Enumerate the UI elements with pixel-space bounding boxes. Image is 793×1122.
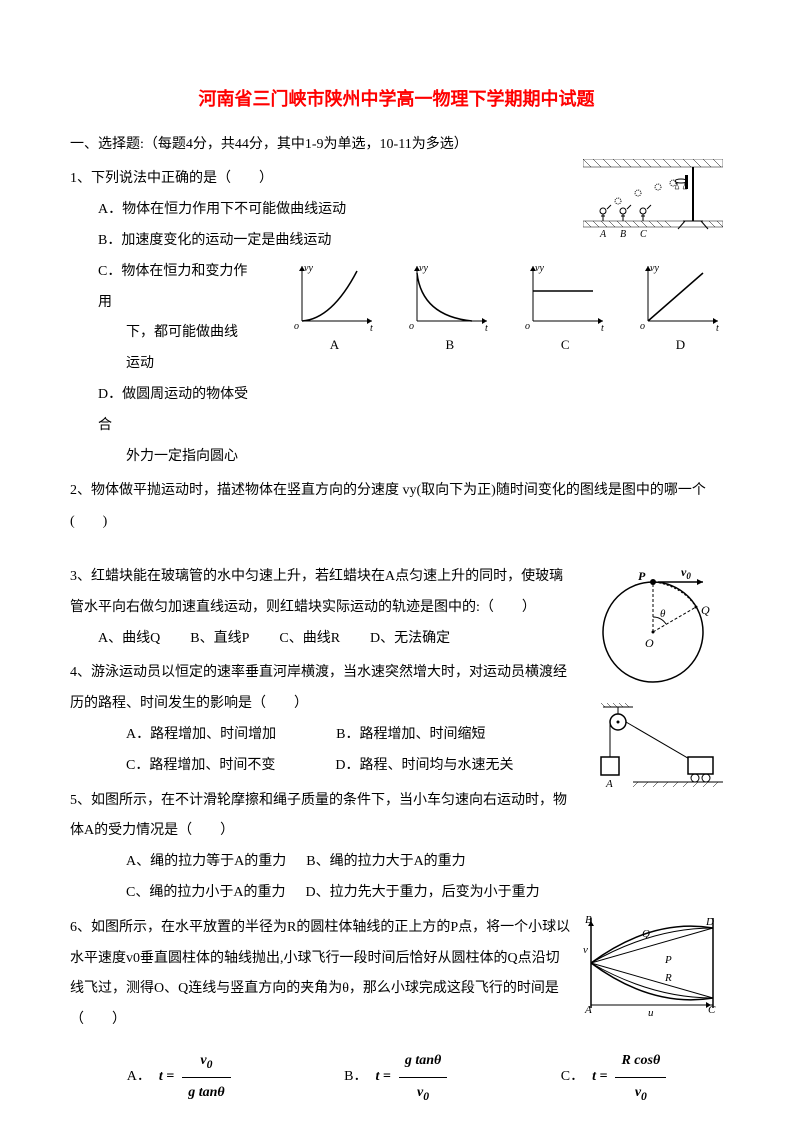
q4-option-b: B．路程增加、时间缩短: [336, 727, 485, 742]
q4-option-c: C．路程增加、时间不变: [126, 758, 275, 773]
q6-formulas: A． t = v0g tanθ B． t = g tanθv0 C． t = R…: [70, 1046, 723, 1109]
svg-text:t: t: [716, 323, 719, 331]
graph-d-label: D: [638, 331, 723, 360]
svg-text:vy: vy: [304, 263, 313, 274]
q4-line2: 历的路程、时间发生的影响是（ ）: [70, 689, 723, 720]
graph-c: vy t o C: [523, 261, 608, 360]
q3-option-b: B、直线P: [190, 624, 249, 655]
q1-option-d2: 外力一定指向圆心: [70, 442, 250, 473]
graph-c-label: C: [523, 331, 608, 360]
svg-text:t: t: [601, 323, 604, 331]
q5-option-a: A、绳的拉力等于A的重力: [126, 854, 286, 869]
q3-option-c: C、曲线R: [279, 624, 340, 655]
q3-line2: 管水平向右做匀加速直线运动，则红蜡块实际运动的轨迹是图中的:（ ）: [70, 593, 723, 624]
svg-text:o: o: [294, 321, 299, 331]
svg-text:vy: vy: [650, 263, 659, 274]
q1-option-c2: 下，都可能做曲线运动: [70, 318, 250, 380]
graph-d: vy t o D: [638, 261, 723, 360]
q4-option-d: D．路程、时间均与水速无关: [335, 758, 513, 773]
q6-line1: 6、如图所示，在水平放置的半径为R的圆柱体轴线的正上方的P点，将一个小球以: [70, 913, 723, 944]
q3-option-a: A、曲线Q: [98, 624, 160, 655]
q5-line2: 体A的受力情况是（ ）: [70, 816, 723, 847]
question-3: 3、红蜡块能在玻璃管的水中匀速上升，若红蜡块在A点匀速上升的同时，使玻璃 管水平…: [70, 562, 723, 654]
q5-option-c: C、绳的拉力小于A的重力: [126, 885, 285, 900]
question-1: 1、下列说法中正确的是（ ） A．物体在恒力作用下不可能做曲线运动 B．加速度变…: [70, 164, 723, 472]
q6-line3: 线飞过，测得O、Q连线与竖直方向的夹角为θ，那么小球完成这段飞行的时间是: [70, 974, 723, 1005]
q1-option-a: A．物体在恒力作用下不可能做曲线运动: [70, 195, 723, 226]
q6-line2: 水平速度v0垂直圆柱体的轴线抛出,小球飞行一段时间后恰好从圆柱体的Q点沿切: [70, 944, 723, 975]
q4-option-a: A．路程增加、时间增加: [126, 727, 276, 742]
q1-option-c1: C．物体在恒力和变力作用: [70, 257, 250, 319]
q1-option-b: B．加速度变化的运动一定是曲线运动: [70, 226, 723, 257]
question-2: 2、物体做平抛运动时，描述物体在竖直方向的分速度 vy(取向下为正)随时间变化的…: [70, 476, 723, 538]
svg-text:vy: vy: [419, 263, 428, 274]
svg-text:vy: vy: [535, 263, 544, 274]
q1-stem: 1、下列说法中正确的是（ ）: [70, 164, 723, 195]
page-title: 河南省三门峡市陕州中学高一物理下学期期中试题: [70, 80, 723, 120]
q4-line1: 4、游泳运动员以恒定的速率垂直河岸横渡，当水速突然增大时，对运动员横渡经: [70, 658, 723, 689]
svg-text:t: t: [485, 323, 488, 331]
q3-option-d: D、无法确定: [370, 624, 450, 655]
q5-option-b: B、绳的拉力大于A的重力: [306, 854, 465, 869]
q6-line4: （ ）: [70, 1005, 723, 1036]
question-6: 6、如图所示，在水平放置的半径为R的圆柱体轴线的正上方的P点，将一个小球以 水平…: [70, 913, 723, 1109]
graph-a: vy t o A: [292, 261, 377, 360]
q2-stem: 2、物体做平抛运动时，描述物体在竖直方向的分速度 vy(取向下为正)随时间变化的…: [70, 476, 723, 538]
svg-text:o: o: [525, 321, 530, 331]
question-4: 4、游泳运动员以恒定的速率垂直河岸横渡，当水速突然增大时，对运动员横渡经 历的路…: [70, 658, 723, 781]
question-5: 5、如图所示，在不计滑轮摩擦和绳子质量的条件下，当小车匀速向右运动时，物 体A的…: [70, 786, 723, 909]
q1-option-d1: D．做圆周运动的物体受合: [70, 380, 250, 442]
svg-text:t: t: [370, 323, 373, 331]
q5-line1: 5、如图所示，在不计滑轮摩擦和绳子质量的条件下，当小车匀速向右运动时，物: [70, 786, 723, 817]
q3-line1: 3、红蜡块能在玻璃管的水中匀速上升，若红蜡块在A点匀速上升的同时，使玻璃: [70, 562, 723, 593]
graph-a-label: A: [292, 331, 377, 360]
q5-option-d: D、拉力先大于重力，后变为小于重力: [305, 885, 539, 900]
q6-option-c: C． t = R cosθv0: [561, 1046, 667, 1109]
q2-graphs: vy t o A vy t o B: [250, 261, 723, 360]
svg-text:o: o: [640, 321, 645, 331]
section-1-header: 一、选择题:（每题4分，共44分，其中1-9为单选，10-11为多选）: [70, 130, 723, 161]
graph-b-label: B: [407, 331, 492, 360]
q6-option-b: B． t = g tanθv0: [344, 1046, 447, 1109]
q6-option-a: A． t = v0g tanθ: [127, 1046, 231, 1109]
graph-b: vy t o B: [407, 261, 492, 360]
svg-text:o: o: [409, 321, 414, 331]
